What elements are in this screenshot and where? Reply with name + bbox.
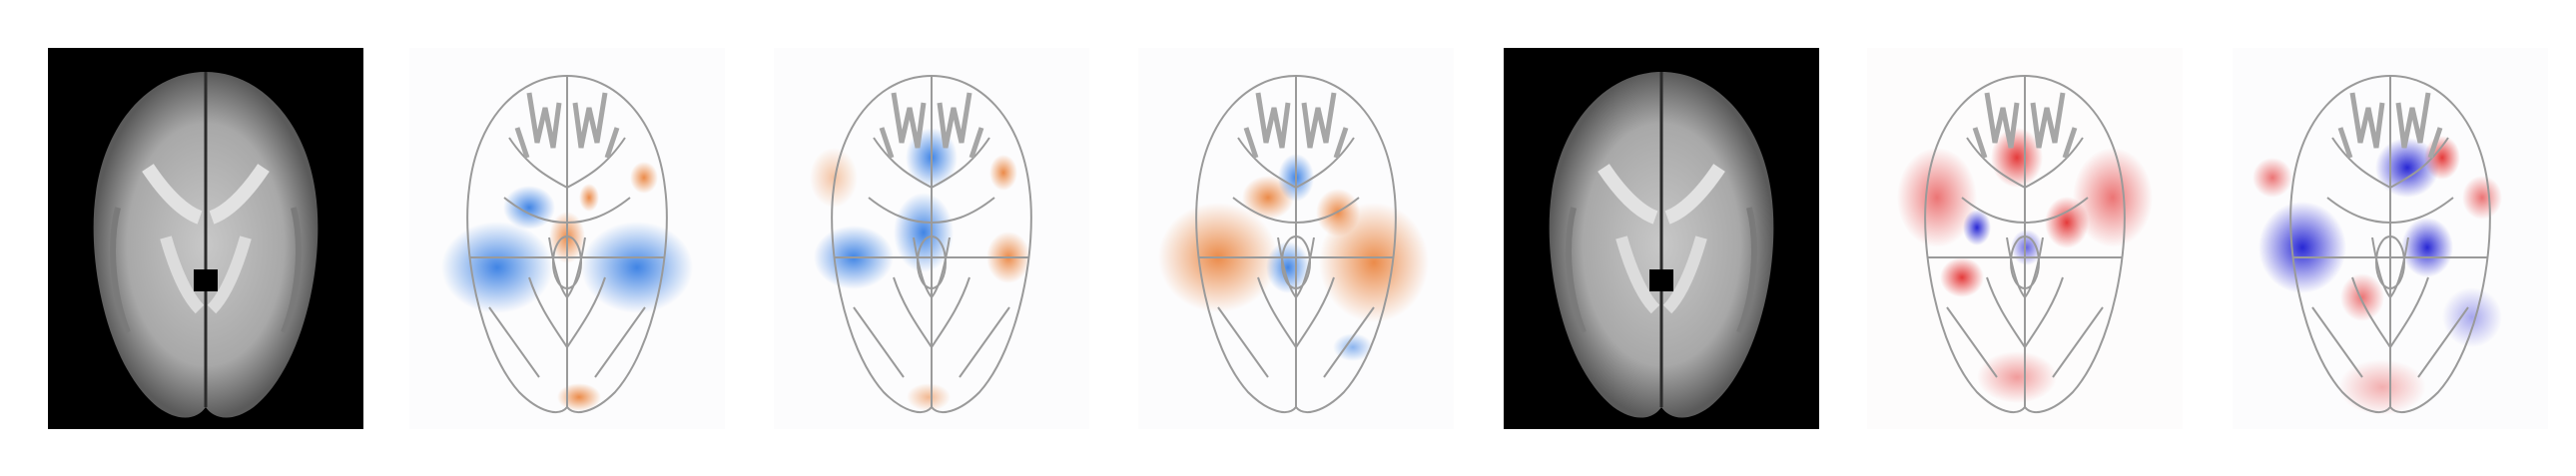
mri-slice-image	[48, 48, 363, 429]
saliency-overlay-image	[1867, 48, 2183, 429]
mri-slice-image	[1504, 48, 1819, 429]
saliency-map-panel-6	[1867, 48, 2183, 429]
saliency-map-panel-3	[774, 48, 1089, 429]
saliency-map-panel-7	[2233, 48, 2548, 429]
saliency-overlay-image	[1138, 48, 1454, 429]
anatomical-mri-panel-5	[1504, 48, 1819, 429]
saliency-map-panel-2	[409, 48, 725, 429]
saliency-overlay-image	[2233, 48, 2548, 429]
saliency-overlay-image	[774, 48, 1089, 429]
saliency-overlay-image	[409, 48, 725, 429]
saliency-map-panel-4	[1138, 48, 1454, 429]
anatomical-mri-panel-1	[48, 48, 363, 429]
